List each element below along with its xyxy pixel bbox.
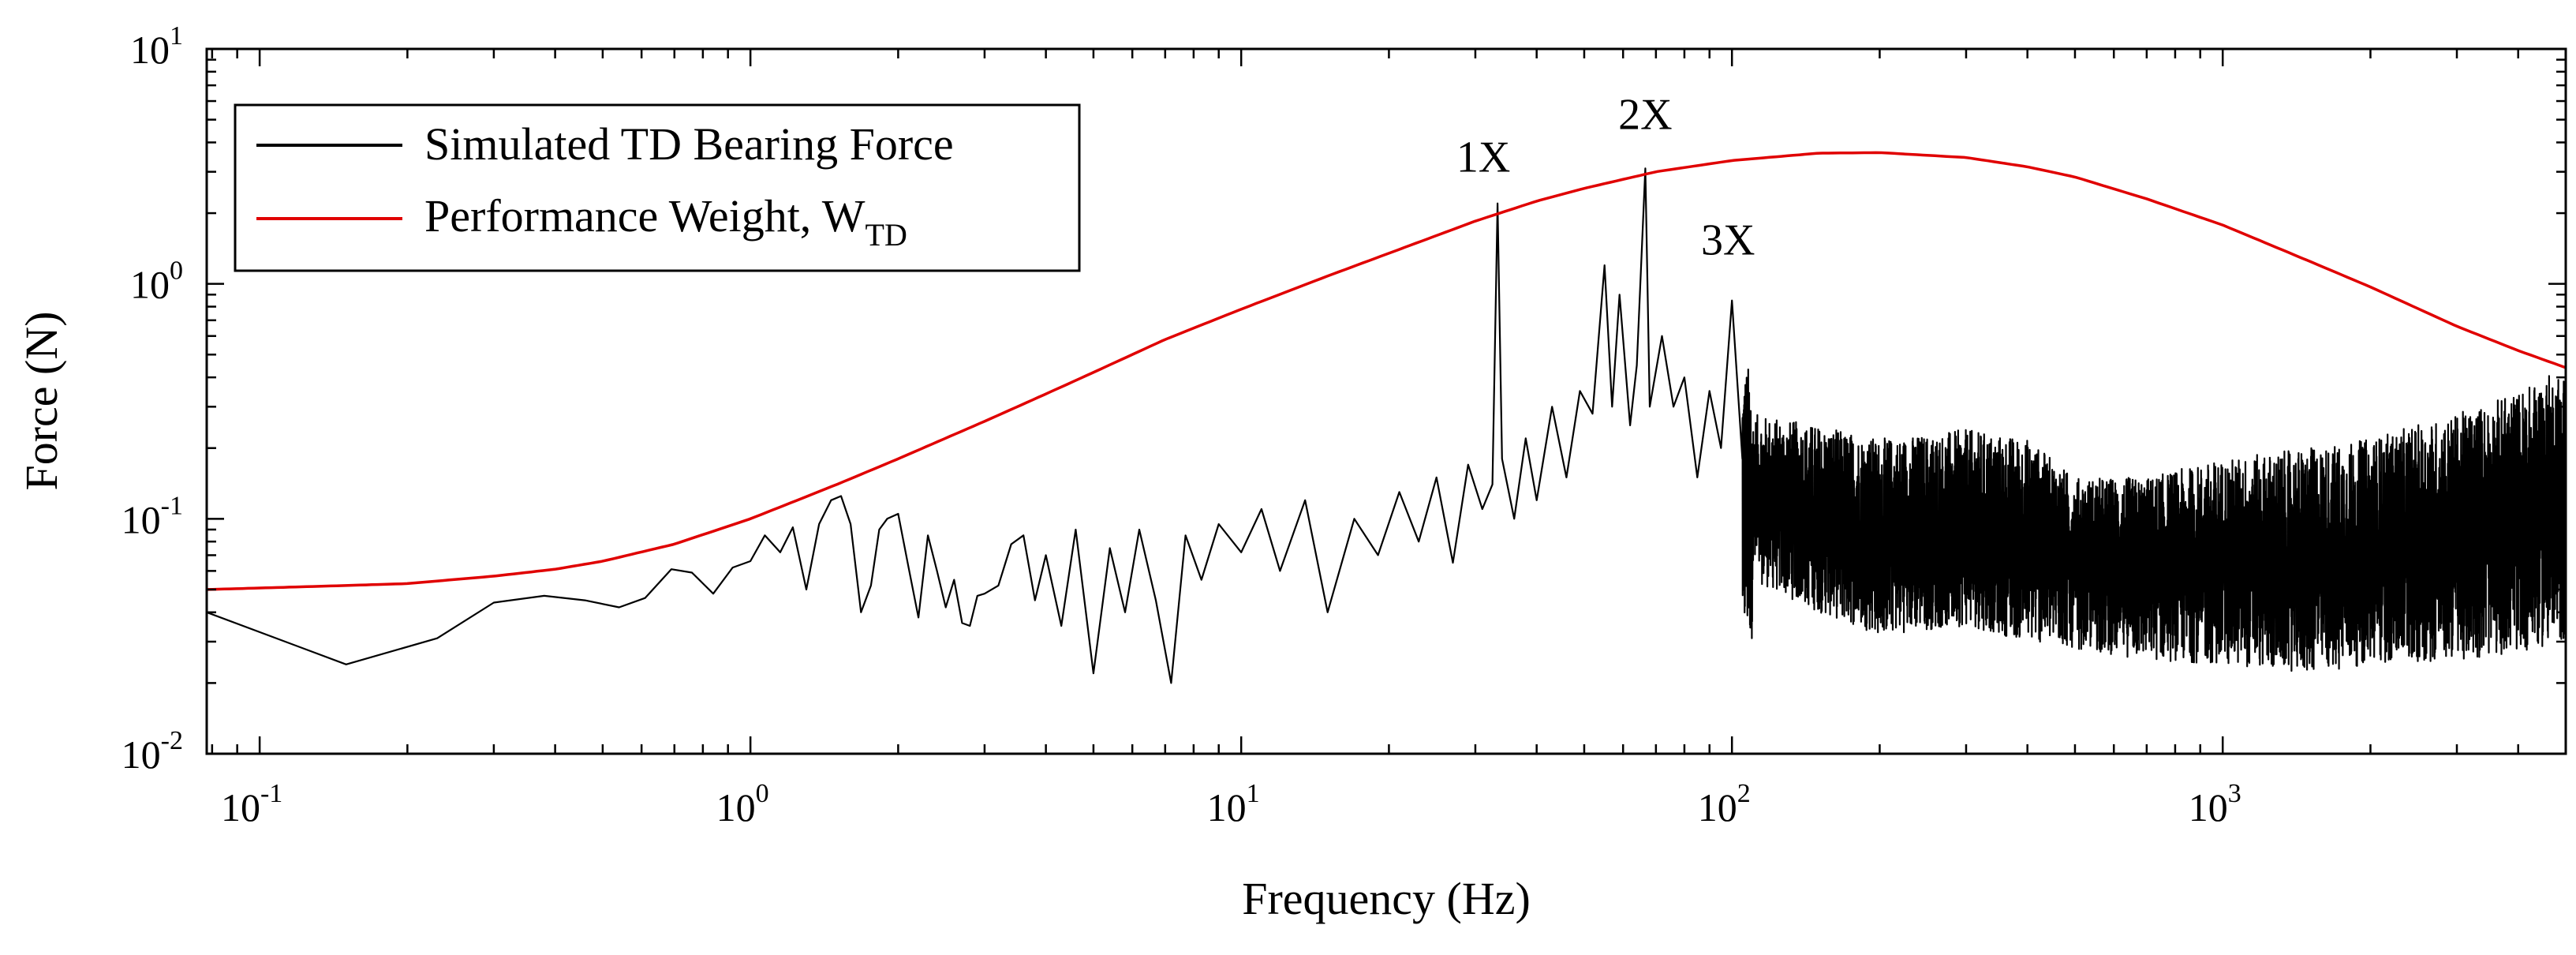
annotation-1x: 1X — [1456, 133, 1510, 182]
x-tick-label: 103 — [2189, 779, 2241, 830]
y-axis-title: Force (N) — [16, 311, 67, 490]
legend: Simulated TD Bearing Force Performance W… — [234, 103, 1081, 272]
legend-label-force: Simulated TD Bearing Force — [424, 118, 954, 170]
series-weight-line — [207, 151, 2566, 591]
x-tick-label: 102 — [1698, 779, 1751, 830]
annotation-2x: 2X — [1618, 90, 1672, 139]
y-tick-label: 10-1 — [122, 491, 183, 541]
x-tick-label: 100 — [716, 779, 769, 830]
x-axis-title: Frequency (Hz) — [1242, 873, 1531, 924]
x-tick-label: 10-1 — [221, 779, 282, 830]
y-tick-label: 10-2 — [122, 726, 183, 777]
series-force-line — [207, 167, 2566, 684]
legend-label-weight: Performance Weight, WTD — [424, 190, 907, 253]
y-tick-label: 100 — [130, 257, 183, 307]
plot-frame — [205, 47, 2567, 755]
annotation-3x: 3X — [1701, 216, 1755, 265]
legend-box — [234, 103, 1081, 272]
x-tick-label: 101 — [1207, 779, 1260, 830]
y-tick-label: 101 — [130, 21, 183, 72]
